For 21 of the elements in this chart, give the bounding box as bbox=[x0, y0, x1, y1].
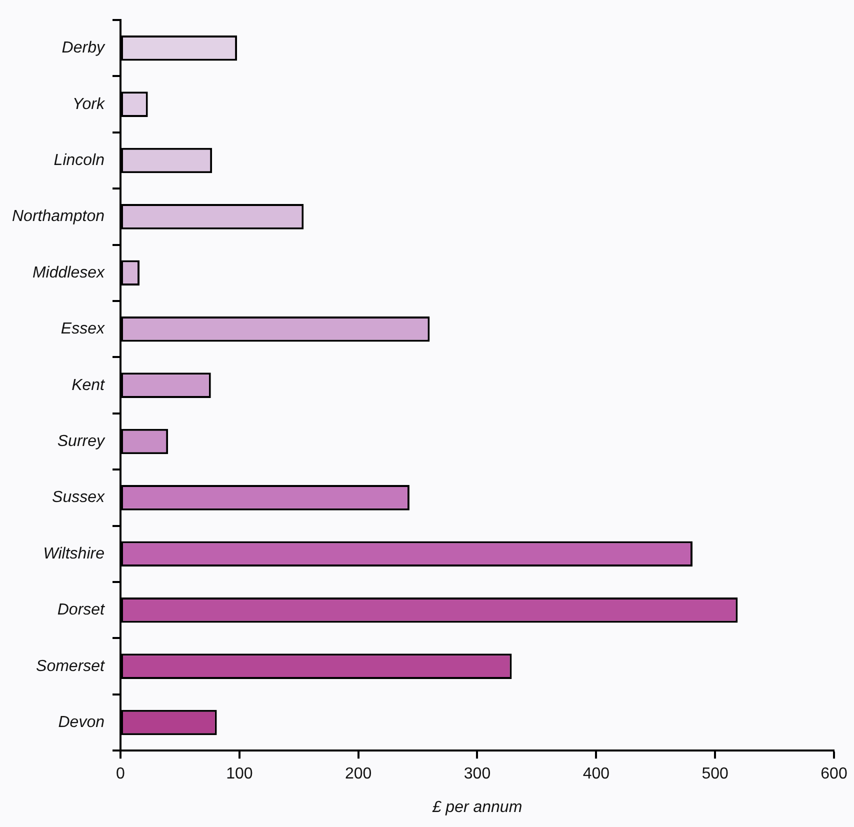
y-tick-label: York bbox=[72, 96, 106, 113]
y-tick-label: Somerset bbox=[36, 658, 106, 675]
y-tick-label: Devon bbox=[58, 714, 105, 731]
y-tick-label: Wiltshire bbox=[43, 545, 105, 562]
y-tick-label: Kent bbox=[72, 376, 106, 394]
x-tick-label: 200 bbox=[344, 766, 372, 783]
y-tick-label: Sussex bbox=[52, 489, 106, 506]
y-tick-label: Essex bbox=[60, 320, 106, 338]
x-tick-label: 0 bbox=[116, 766, 126, 783]
y-tick-label: Derby bbox=[62, 40, 106, 57]
x-tick-label: 300 bbox=[464, 766, 491, 783]
y-tick-label: Northampton bbox=[12, 208, 105, 226]
y-tick-label: Dorset bbox=[57, 602, 106, 619]
y-tick-label: Middlesex bbox=[32, 264, 106, 282]
x-tick-label: 500 bbox=[702, 766, 729, 783]
x-tick-label: 600 bbox=[820, 766, 848, 783]
x-tick-label: 100 bbox=[226, 766, 253, 783]
y-tick-label: Surrey bbox=[57, 432, 106, 450]
x-tick-label: 400 bbox=[582, 766, 610, 783]
x-axis-title: £ per annum bbox=[431, 798, 522, 816]
y-tick-label: Lincoln bbox=[54, 152, 105, 169]
